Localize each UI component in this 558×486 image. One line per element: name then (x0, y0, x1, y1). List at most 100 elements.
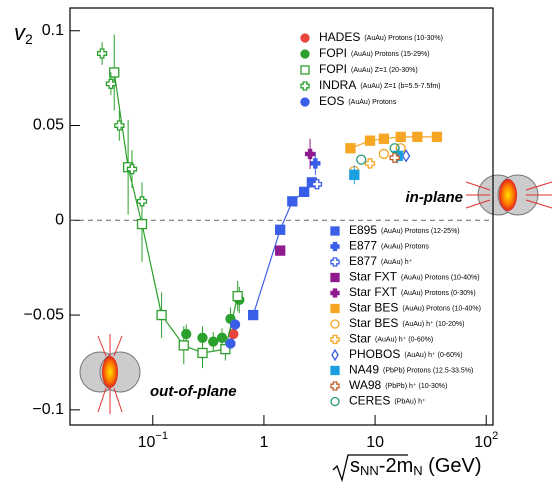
legend-entry: WA98 (PbPb) h⁺ (10-30%) (349, 378, 447, 392)
marker (311, 179, 323, 190)
marker (225, 338, 236, 349)
inset-in-plane (460, 165, 558, 225)
legend-detail: (PbAu) h⁺ (394, 398, 426, 405)
marker (330, 272, 340, 283)
legend-entry: Star BES (AuAu) h⁺ (10-20%) (349, 316, 464, 330)
legend-detail: (AuAu) Protons (10-40%) (401, 274, 480, 281)
marker (114, 120, 125, 131)
legend-entry: PHOBOS (AuAu) h⁺ (0-60%) (349, 347, 463, 361)
marker (105, 78, 117, 89)
series-line (113, 72, 239, 354)
marker (330, 288, 340, 298)
annotation: out-of-plane (150, 383, 237, 400)
marker (330, 257, 340, 267)
marker (248, 309, 259, 321)
legend-entry: EOS (AuAu) Protons (319, 94, 397, 108)
marker (330, 241, 340, 252)
y-label-main: v (14, 20, 27, 45)
legend-name: FOPI (319, 62, 347, 76)
x-axis-label: sNN-2mN (GeV) (350, 455, 482, 478)
y-tick-label: 0.1 (42, 22, 64, 39)
marker (96, 48, 108, 59)
legend-detail: (PbPb) h⁺ (10-30%) (385, 383, 447, 390)
legend-entry: E877 (AuAu) h⁺ (349, 254, 413, 268)
legend-entry: INDRA (AuAu) Z=1 (b=5.5-7.5fm) (319, 78, 441, 92)
marker (364, 135, 376, 146)
marker (300, 33, 310, 43)
marker (126, 163, 138, 175)
marker (378, 133, 390, 144)
x-label-part: s (350, 455, 360, 477)
legend-detail: (AuAu) Protons (0-30%) (401, 290, 476, 297)
legend-detail: (AuAu) Protons (10-40%) (402, 305, 481, 312)
legend-name: PHOBOS (349, 347, 400, 361)
marker (275, 245, 286, 256)
marker (109, 67, 120, 78)
legend-name: HADES (319, 30, 360, 44)
legend-detail: (AuAu) h⁺ (10-20%) (402, 321, 464, 328)
legend-entry: E877 (AuAu) Protons (349, 239, 429, 253)
marker (298, 186, 310, 198)
legend-detail: (AuAu) Protons (381, 243, 429, 250)
marker (364, 158, 376, 169)
marker (330, 334, 340, 345)
marker (229, 319, 241, 330)
x-tick-label: 10−1 (138, 430, 168, 451)
legend-entry: FOPI (AuAu) Z=1 (20-30%) (319, 62, 418, 76)
inset-out-of-plane (79, 330, 142, 420)
x-tick-exp: −1 (155, 430, 168, 442)
x-label-part: (GeV) (423, 455, 482, 477)
marker (181, 328, 192, 340)
legend-entry: Star (AuAu) h⁺ (0-60%) (349, 332, 433, 346)
marker (401, 149, 411, 163)
x-tick-label: 1 (259, 434, 268, 451)
marker (412, 131, 423, 143)
x-tick-label: 102 (474, 430, 498, 451)
marker (197, 347, 208, 359)
y-tick-label: −0.1 (32, 401, 64, 418)
marker (300, 65, 310, 75)
marker (330, 365, 340, 376)
marker (208, 336, 219, 347)
marker (136, 218, 148, 230)
legend-detail: (AuAu) h⁺ (0-60%) (404, 352, 462, 359)
legend-entry: CERES (PbAu) h⁺ (349, 394, 426, 408)
marker (178, 340, 189, 351)
legend-name: Star BES (349, 316, 398, 330)
x-tick-label: 10 (366, 434, 384, 451)
marker (287, 196, 298, 207)
legend-name: Star BES (349, 301, 398, 315)
legend-detail: (AuAu) h⁺ (0-60%) (375, 336, 433, 343)
legend-entry: E895 (AuAu) Protons (12-25%) (349, 223, 460, 237)
y-label-sub: 2 (25, 31, 33, 47)
marker (232, 290, 243, 302)
legend-name: E895 (349, 223, 377, 237)
marker (345, 143, 356, 154)
y-tick-label: 0 (55, 212, 64, 229)
legend-name: WA98 (349, 378, 382, 392)
marker (349, 169, 360, 180)
marker (389, 143, 400, 154)
legend-name: NA49 (349, 363, 379, 377)
legend-detail: (PbPb) Protons (12.5-33.5%) (383, 367, 473, 374)
marker (275, 224, 286, 235)
y-axis-label: v2 (14, 20, 33, 47)
marker (330, 319, 340, 329)
legend-name: Star FXT (349, 270, 398, 284)
marker (304, 148, 316, 160)
legend-entry: Star FXT (AuAu) Protons (10-40%) (349, 270, 480, 284)
legend-detail: (AuAu) Z=1 (b=5.5-7.5fm) (360, 83, 440, 90)
marker (300, 49, 310, 59)
marker (136, 196, 148, 207)
legend-name: E877 (349, 239, 377, 253)
legend-name: FOPI (319, 46, 347, 60)
legend-name: EOS (319, 94, 344, 108)
marker (356, 154, 367, 165)
x-label-part: N (413, 463, 422, 478)
marker (395, 131, 406, 143)
marker (330, 303, 340, 314)
legend-name: Star FXT (349, 285, 398, 299)
legend-detail: (AuAu) h⁺ (381, 259, 413, 266)
marker (330, 226, 340, 236)
marker (310, 158, 321, 169)
